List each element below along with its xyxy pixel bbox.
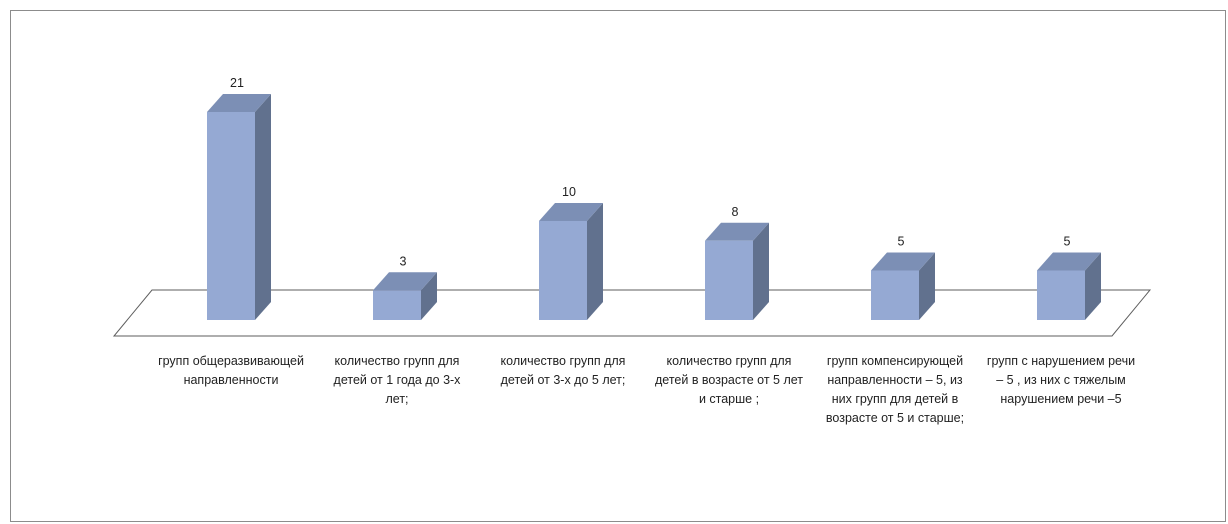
bar-side [255,94,271,320]
bars-layer: 21 3 10 8 5 5 [207,76,1101,320]
bar-5 [871,252,935,320]
bar-front [539,220,587,320]
bar-side [587,202,603,320]
category-label-5: групп компенсирующей направленности – 5,… [825,354,965,425]
bar-6 [1037,252,1101,320]
bar-front [373,290,421,320]
bar-2 [373,272,437,320]
bar-front [871,270,919,320]
chart-floor [112,289,1152,337]
bar-side [421,272,437,320]
data-label-3: 10 [562,185,576,199]
data-label-2: 3 [400,254,407,268]
category-label-2: количество групп для детей от 1 года до … [333,354,461,406]
bar-1 [207,94,271,320]
bar-side [753,222,769,320]
bar-front [207,112,255,320]
bar-top [373,272,437,291]
bar-front [705,240,753,320]
bar-side [919,252,935,320]
category-label-1: групп общеразвивающей направленности [158,354,304,387]
bar-4 [705,222,769,320]
data-label-4: 8 [732,205,739,219]
bar-3 [539,202,603,320]
data-label-5: 5 [898,234,905,248]
category-label-4: количество групп для детей в возрасте от… [655,354,803,406]
data-label-6: 5 [1064,234,1071,248]
category-label-3: количество групп для детей от 3-х до 5 л… [500,354,626,387]
bar-top [539,202,603,221]
category-label-6: групп с нарушением речи – 5 , из них с т… [986,354,1136,406]
bar-top [207,94,271,112]
bar-front [1037,270,1085,320]
data-label-1: 21 [230,76,244,90]
bar-top [705,222,769,241]
bar-top [1037,252,1101,271]
bar-side [1085,252,1101,320]
bar-top [871,252,935,271]
